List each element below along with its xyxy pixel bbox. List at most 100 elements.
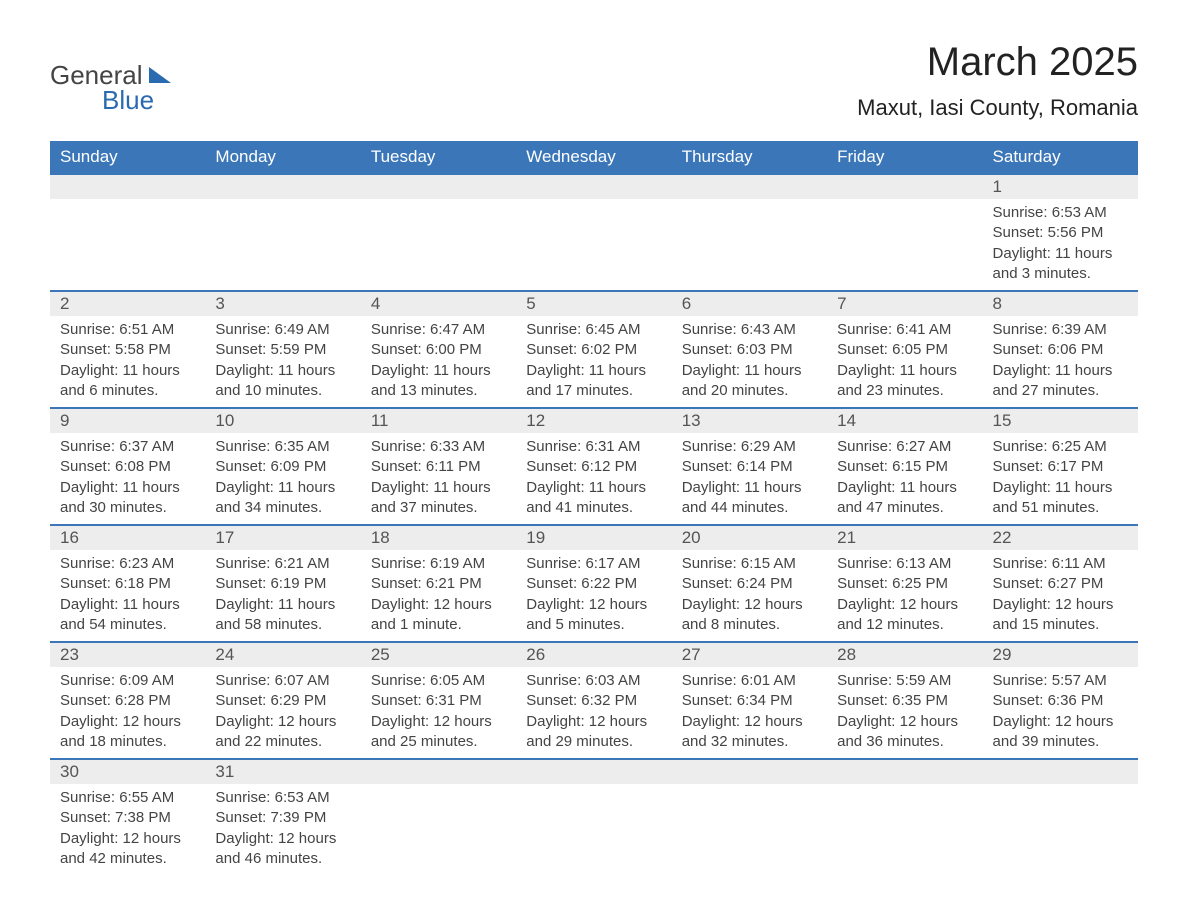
day-number: 24 bbox=[205, 643, 360, 667]
day-details: Sunrise: 6:23 AMSunset: 6:18 PMDaylight:… bbox=[50, 550, 205, 641]
day-details: Sunrise: 6:07 AMSunset: 6:29 PMDaylight:… bbox=[205, 667, 360, 758]
daylight-text-1: Daylight: 11 hours bbox=[215, 361, 350, 381]
day-details: Sunrise: 6:51 AMSunset: 5:58 PMDaylight:… bbox=[50, 316, 205, 407]
calendar-day-cell: 12Sunrise: 6:31 AMSunset: 6:12 PMDayligh… bbox=[516, 408, 671, 525]
day-details bbox=[361, 199, 516, 209]
day-number: 22 bbox=[983, 526, 1138, 550]
daylight-text-1: Daylight: 12 hours bbox=[371, 595, 506, 615]
calendar-day-cell bbox=[827, 759, 982, 875]
day-number bbox=[672, 175, 827, 199]
daylight-text-2: and 58 minutes. bbox=[215, 615, 350, 635]
daylight-text-2: and 18 minutes. bbox=[60, 732, 195, 752]
daylight-text-2: and 34 minutes. bbox=[215, 498, 350, 518]
sunrise-text: Sunrise: 6:13 AM bbox=[837, 554, 972, 574]
sunset-text: Sunset: 6:15 PM bbox=[837, 457, 972, 477]
day-number bbox=[361, 760, 516, 784]
day-number: 17 bbox=[205, 526, 360, 550]
daylight-text-1: Daylight: 12 hours bbox=[215, 712, 350, 732]
daylight-text-1: Daylight: 12 hours bbox=[526, 595, 661, 615]
sunrise-text: Sunrise: 6:27 AM bbox=[837, 437, 972, 457]
day-details: Sunrise: 6:53 AMSunset: 5:56 PMDaylight:… bbox=[983, 199, 1138, 290]
calendar-week-row: 2Sunrise: 6:51 AMSunset: 5:58 PMDaylight… bbox=[50, 291, 1138, 408]
calendar-day-cell: 3Sunrise: 6:49 AMSunset: 5:59 PMDaylight… bbox=[205, 291, 360, 408]
day-details: Sunrise: 6:47 AMSunset: 6:00 PMDaylight:… bbox=[361, 316, 516, 407]
day-number: 30 bbox=[50, 760, 205, 784]
sunrise-text: Sunrise: 6:53 AM bbox=[215, 788, 350, 808]
daylight-text-2: and 5 minutes. bbox=[526, 615, 661, 635]
sunset-text: Sunset: 6:31 PM bbox=[371, 691, 506, 711]
day-number bbox=[50, 175, 205, 199]
location-label: Maxut, Iasi County, Romania bbox=[857, 95, 1138, 121]
sunrise-text: Sunrise: 6:51 AM bbox=[60, 320, 195, 340]
day-details: Sunrise: 6:35 AMSunset: 6:09 PMDaylight:… bbox=[205, 433, 360, 524]
calendar-day-cell: 26Sunrise: 6:03 AMSunset: 6:32 PMDayligh… bbox=[516, 642, 671, 759]
day-details: Sunrise: 5:59 AMSunset: 6:35 PMDaylight:… bbox=[827, 667, 982, 758]
daylight-text-2: and 27 minutes. bbox=[993, 381, 1128, 401]
weekday-header: Sunday bbox=[50, 141, 205, 174]
calendar-day-cell: 15Sunrise: 6:25 AMSunset: 6:17 PMDayligh… bbox=[983, 408, 1138, 525]
sunset-text: Sunset: 6:19 PM bbox=[215, 574, 350, 594]
sunrise-text: Sunrise: 6:07 AM bbox=[215, 671, 350, 691]
day-details bbox=[672, 784, 827, 794]
day-number: 28 bbox=[827, 643, 982, 667]
day-details: Sunrise: 6:11 AMSunset: 6:27 PMDaylight:… bbox=[983, 550, 1138, 641]
sunrise-text: Sunrise: 6:43 AM bbox=[682, 320, 817, 340]
day-number bbox=[361, 175, 516, 199]
calendar-day-cell: 25Sunrise: 6:05 AMSunset: 6:31 PMDayligh… bbox=[361, 642, 516, 759]
day-number: 11 bbox=[361, 409, 516, 433]
calendar-day-cell bbox=[672, 174, 827, 291]
daylight-text-1: Daylight: 11 hours bbox=[215, 478, 350, 498]
calendar-day-cell bbox=[672, 759, 827, 875]
day-number: 26 bbox=[516, 643, 671, 667]
daylight-text-1: Daylight: 12 hours bbox=[993, 712, 1128, 732]
calendar-day-cell: 29Sunrise: 5:57 AMSunset: 6:36 PMDayligh… bbox=[983, 642, 1138, 759]
daylight-text-1: Daylight: 11 hours bbox=[837, 361, 972, 381]
calendar-day-cell bbox=[516, 759, 671, 875]
logo: General Blue bbox=[50, 60, 171, 116]
daylight-text-1: Daylight: 11 hours bbox=[993, 478, 1128, 498]
daylight-text-1: Daylight: 11 hours bbox=[371, 361, 506, 381]
day-number bbox=[516, 760, 671, 784]
day-number: 7 bbox=[827, 292, 982, 316]
calendar-day-cell: 18Sunrise: 6:19 AMSunset: 6:21 PMDayligh… bbox=[361, 525, 516, 642]
sunset-text: Sunset: 6:27 PM bbox=[993, 574, 1128, 594]
sunrise-text: Sunrise: 6:49 AM bbox=[215, 320, 350, 340]
daylight-text-1: Daylight: 11 hours bbox=[60, 361, 195, 381]
day-details: Sunrise: 6:01 AMSunset: 6:34 PMDaylight:… bbox=[672, 667, 827, 758]
sunrise-text: Sunrise: 6:47 AM bbox=[371, 320, 506, 340]
daylight-text-2: and 41 minutes. bbox=[526, 498, 661, 518]
day-details: Sunrise: 6:25 AMSunset: 6:17 PMDaylight:… bbox=[983, 433, 1138, 524]
daylight-text-1: Daylight: 12 hours bbox=[60, 829, 195, 849]
sunset-text: Sunset: 6:08 PM bbox=[60, 457, 195, 477]
day-number: 8 bbox=[983, 292, 1138, 316]
sunrise-text: Sunrise: 6:53 AM bbox=[993, 203, 1128, 223]
day-number: 19 bbox=[516, 526, 671, 550]
sunrise-text: Sunrise: 6:17 AM bbox=[526, 554, 661, 574]
day-number: 16 bbox=[50, 526, 205, 550]
day-details: Sunrise: 6:27 AMSunset: 6:15 PMDaylight:… bbox=[827, 433, 982, 524]
calendar-day-cell: 7Sunrise: 6:41 AMSunset: 6:05 PMDaylight… bbox=[827, 291, 982, 408]
day-details: Sunrise: 6:21 AMSunset: 6:19 PMDaylight:… bbox=[205, 550, 360, 641]
daylight-text-2: and 22 minutes. bbox=[215, 732, 350, 752]
sunset-text: Sunset: 6:00 PM bbox=[371, 340, 506, 360]
day-details: Sunrise: 6:37 AMSunset: 6:08 PMDaylight:… bbox=[50, 433, 205, 524]
sunrise-text: Sunrise: 6:19 AM bbox=[371, 554, 506, 574]
calendar-day-cell: 13Sunrise: 6:29 AMSunset: 6:14 PMDayligh… bbox=[672, 408, 827, 525]
daylight-text-1: Daylight: 12 hours bbox=[682, 712, 817, 732]
daylight-text-2: and 23 minutes. bbox=[837, 381, 972, 401]
sunrise-text: Sunrise: 6:01 AM bbox=[682, 671, 817, 691]
daylight-text-2: and 30 minutes. bbox=[60, 498, 195, 518]
month-title: March 2025 bbox=[857, 40, 1138, 85]
day-number bbox=[205, 175, 360, 199]
day-details: Sunrise: 6:15 AMSunset: 6:24 PMDaylight:… bbox=[672, 550, 827, 641]
sunrise-text: Sunrise: 6:25 AM bbox=[993, 437, 1128, 457]
day-details: Sunrise: 6:55 AMSunset: 7:38 PMDaylight:… bbox=[50, 784, 205, 875]
daylight-text-2: and 42 minutes. bbox=[60, 849, 195, 869]
daylight-text-2: and 47 minutes. bbox=[837, 498, 972, 518]
sunrise-text: Sunrise: 6:05 AM bbox=[371, 671, 506, 691]
day-number: 15 bbox=[983, 409, 1138, 433]
daylight-text-2: and 6 minutes. bbox=[60, 381, 195, 401]
day-details: Sunrise: 6:13 AMSunset: 6:25 PMDaylight:… bbox=[827, 550, 982, 641]
daylight-text-2: and 32 minutes. bbox=[682, 732, 817, 752]
sunset-text: Sunset: 6:03 PM bbox=[682, 340, 817, 360]
